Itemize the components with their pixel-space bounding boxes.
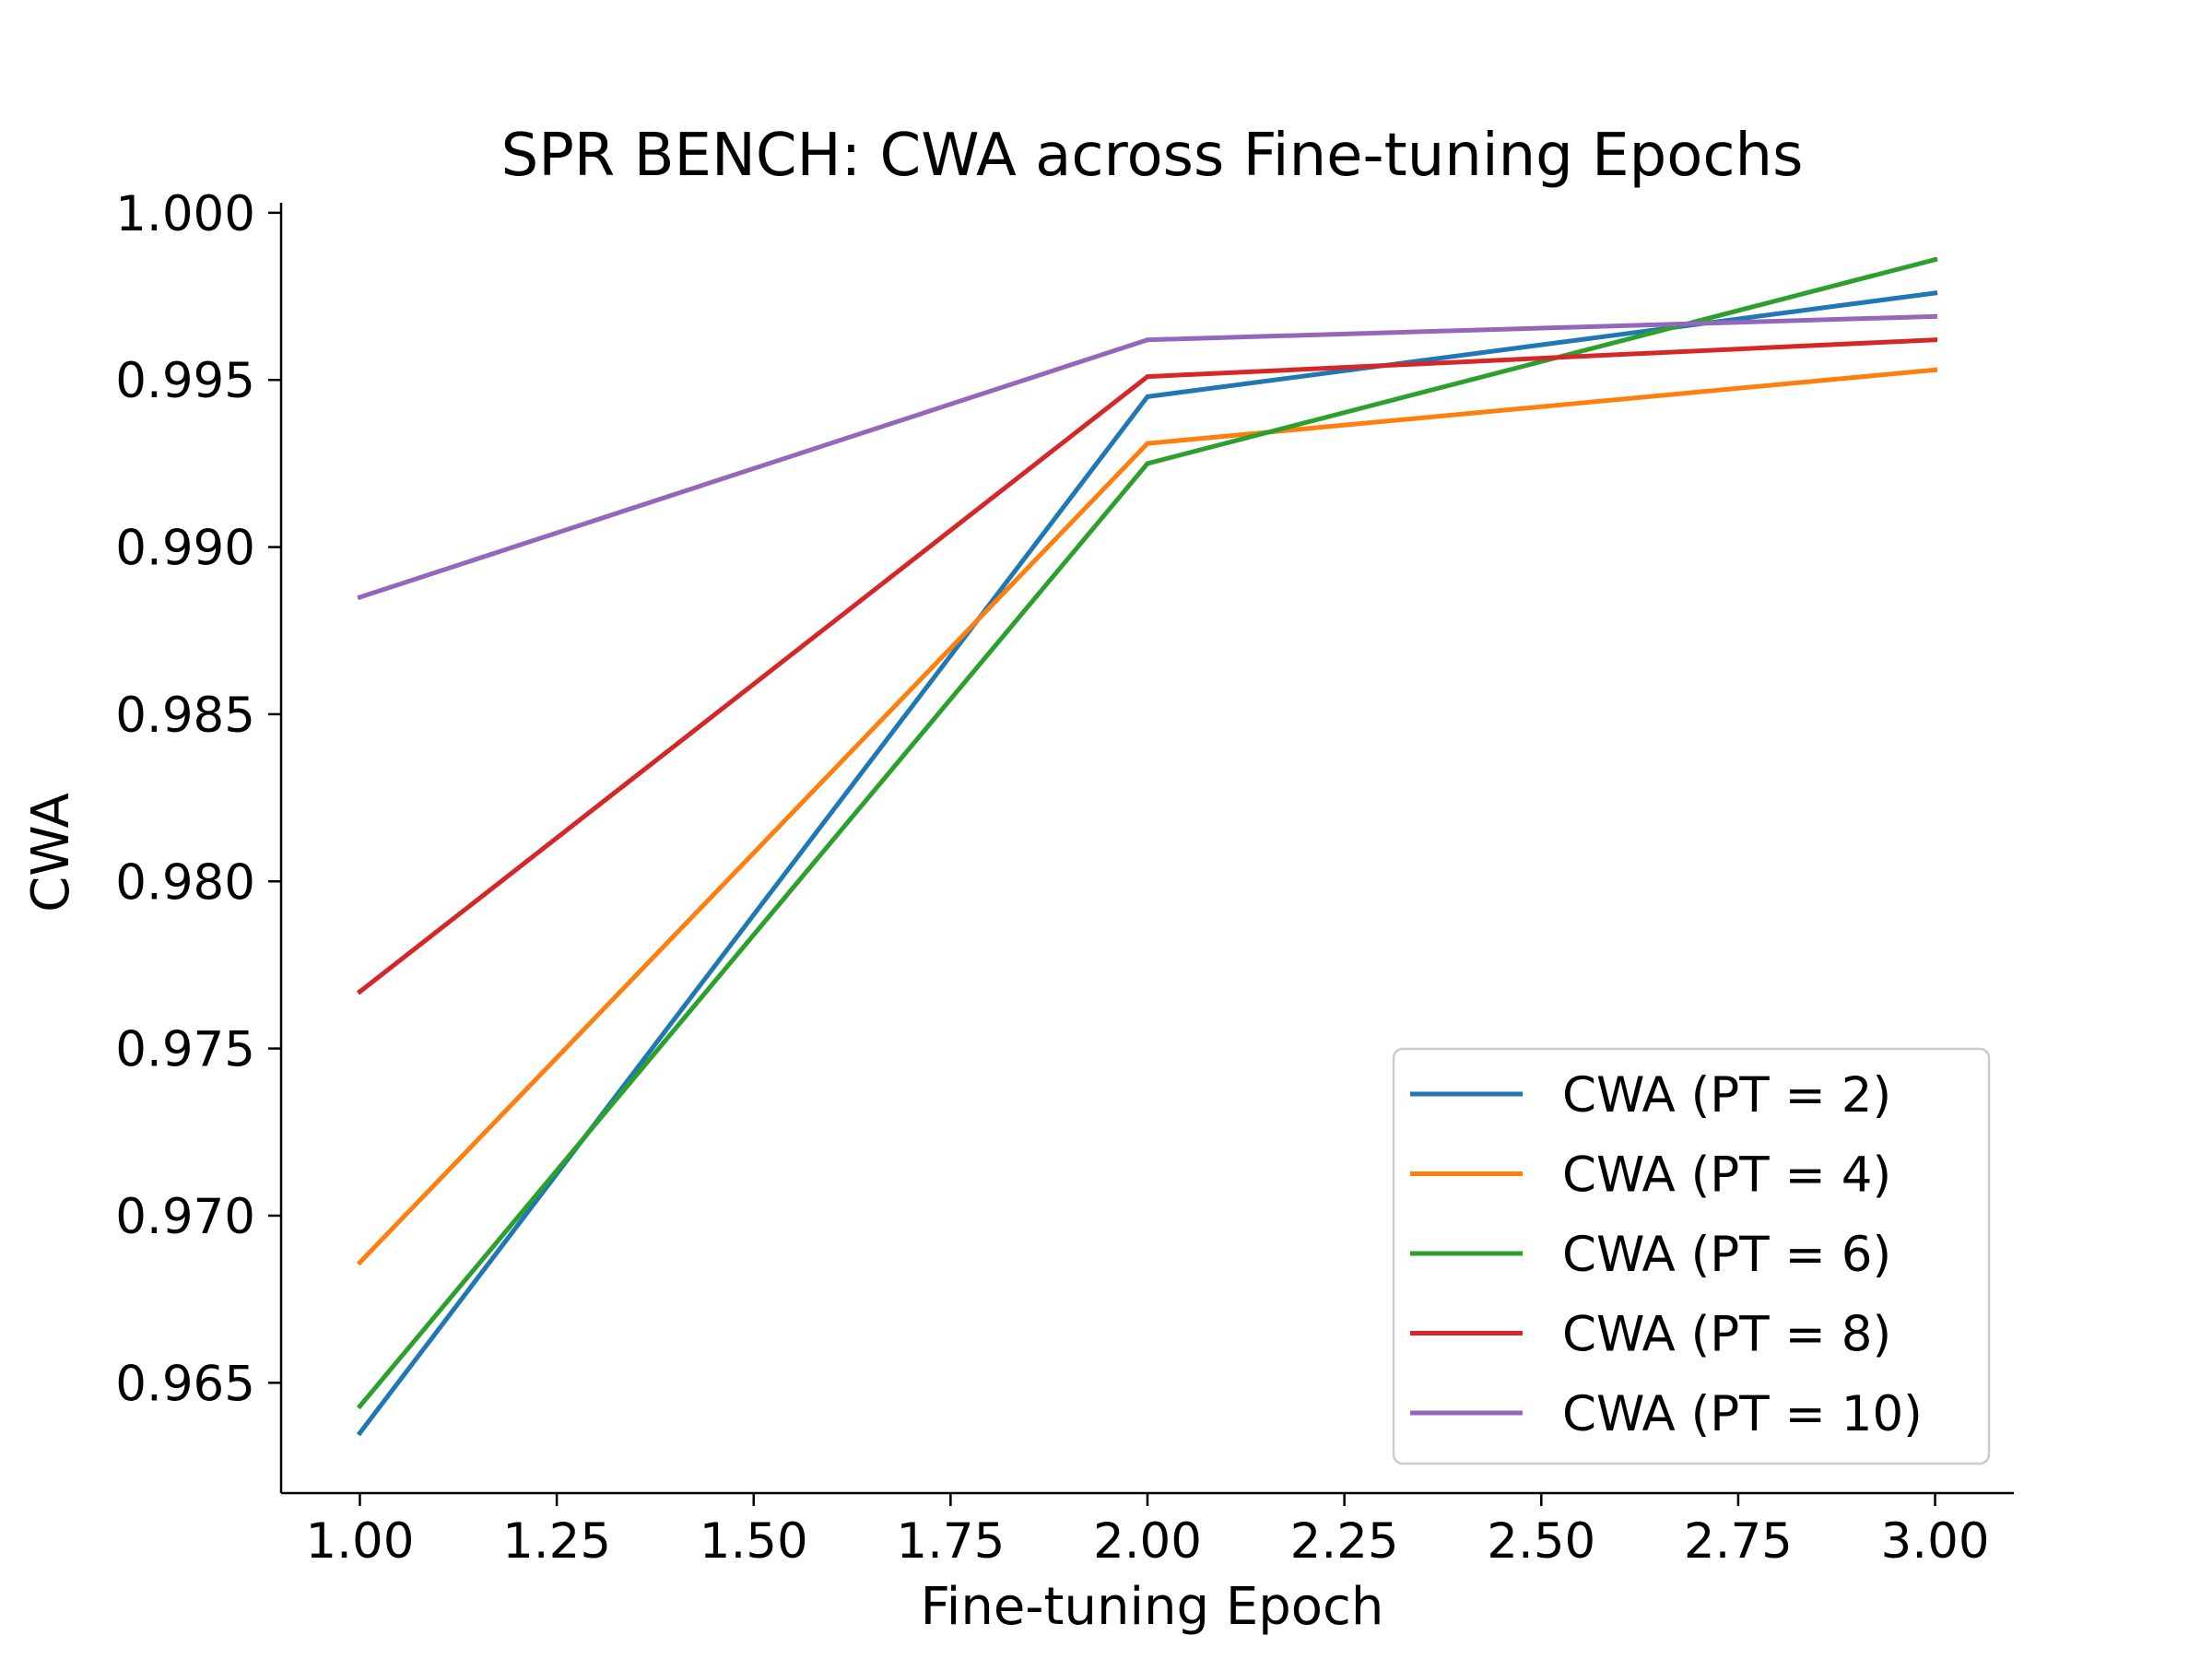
x-tick-label: 1.25	[502, 1513, 611, 1570]
data-point	[357, 1404, 362, 1409]
x-tick-label: 1.75	[896, 1513, 1005, 1570]
x-tick-label: 2.50	[1487, 1513, 1595, 1570]
data-point	[1933, 337, 1938, 343]
chart-title: SPR BENCH: CWA across Fine-tuning Epochs	[501, 122, 1804, 190]
legend-items: CWA (PT = 2) CWA (PT = 4) CWA (PT = 6) CWA …	[1410, 1067, 1923, 1442]
data-point	[1145, 394, 1150, 399]
data-point	[1145, 441, 1150, 446]
data-point	[357, 989, 362, 994]
legend: CWA (PT = 2) CWA (PT = 4) CWA (PT = 6) CWA …	[1392, 1047, 1991, 1465]
data-point	[357, 594, 362, 600]
series-line-5	[357, 313, 1938, 601]
legend-label: CWA (PT = 2)	[1562, 1067, 1891, 1124]
data-point	[357, 1260, 362, 1265]
y-tick-label: 0.990	[115, 521, 255, 577]
y-tick-label: 0.965	[115, 1356, 255, 1412]
y-tick-label: 1.000	[115, 186, 255, 242]
x-axis-ticks: 1.00 1.25 1.50 1.75 2.00 2.25 2.50 2.75 3.00	[305, 1493, 1990, 1570]
x-tick-label: 3.00	[1881, 1513, 1990, 1570]
series-line-4	[356, 337, 1938, 995]
data-point	[357, 1430, 362, 1436]
data-point	[1933, 313, 1938, 319]
x-tick-label: 2.25	[1290, 1513, 1399, 1570]
data-point	[1145, 374, 1150, 380]
data-point	[1933, 257, 1938, 263]
data-point	[1933, 290, 1938, 296]
x-tick-label: 2.75	[1684, 1513, 1793, 1570]
x-tick-label: 2.00	[1093, 1513, 1202, 1570]
x-tick-label: 1.50	[700, 1513, 808, 1570]
y-tick-label: 0.995	[115, 353, 255, 409]
data-point	[1145, 337, 1150, 343]
x-tick-label: 1.00	[305, 1513, 414, 1570]
legend-box	[1392, 1047, 1991, 1465]
x-axis-label: Fine-tuning Epoch	[921, 1577, 1384, 1637]
series-layer	[356, 256, 1938, 1437]
data-point	[1933, 367, 1938, 372]
legend-label: CWA (PT = 8)	[1562, 1307, 1891, 1363]
data-point	[1145, 461, 1150, 466]
y-axis-label: CWA	[21, 793, 81, 912]
legend-label: CWA (PT = 6)	[1562, 1227, 1891, 1283]
y-tick-label: 0.980	[115, 854, 255, 911]
y-tick-label: 0.975	[115, 1022, 255, 1078]
y-axis-ticks: 0.965 0.970 0.975 0.980 0.985 0.990 0.995 1.000	[115, 186, 281, 1412]
y-tick-label: 0.970	[115, 1189, 255, 1245]
y-tick-label: 0.985	[115, 688, 255, 744]
legend-label: CWA (PT = 10)	[1562, 1386, 1923, 1442]
legend-label: CWA (PT = 4)	[1562, 1147, 1891, 1204]
